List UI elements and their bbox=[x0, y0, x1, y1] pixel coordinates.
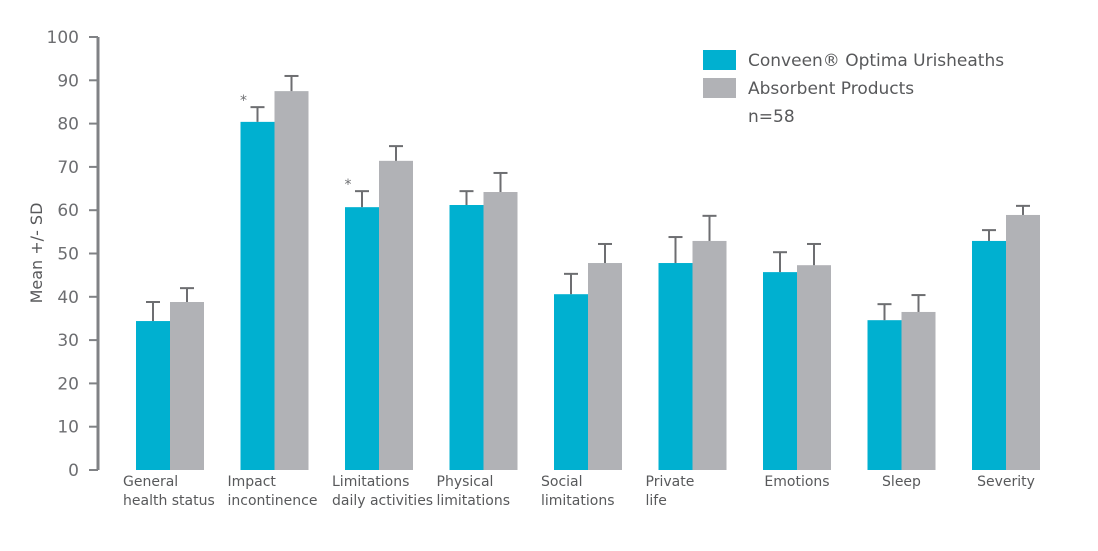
y-tick-label: 0 bbox=[68, 461, 79, 481]
x-category-label: General bbox=[123, 474, 178, 490]
bar-absorbent bbox=[274, 91, 309, 470]
bar-conveen bbox=[345, 207, 379, 470]
bar-conveen bbox=[972, 240, 1006, 470]
y-tick-label: 10 bbox=[57, 418, 79, 438]
bar-absorbent bbox=[588, 263, 622, 470]
x-category-label: Emotions bbox=[764, 474, 829, 490]
legend-swatch-absorbent bbox=[703, 78, 736, 98]
bar-absorbent bbox=[901, 311, 936, 470]
x-category-label: Limitations bbox=[332, 474, 409, 490]
bar-conveen bbox=[240, 121, 275, 471]
legend: Conveen® Optima Urisheaths Absorbent Pro… bbox=[703, 50, 1004, 127]
x-category-label: health status bbox=[123, 493, 215, 509]
x-category-label: Sleep bbox=[882, 474, 921, 490]
bar-conveen bbox=[867, 320, 902, 470]
bar-absorbent bbox=[692, 240, 727, 470]
y-tick-label: 50 bbox=[57, 245, 79, 265]
x-category-label: Severity bbox=[977, 474, 1035, 490]
legend-label-absorbent: Absorbent Products bbox=[748, 79, 914, 99]
y-tick-label: 100 bbox=[47, 28, 79, 48]
y-tick-label: 40 bbox=[57, 288, 79, 308]
bar-absorbent bbox=[1006, 214, 1040, 470]
bars: ** bbox=[136, 74, 1040, 471]
x-category-label: Physical bbox=[437, 474, 494, 490]
significance-marker: * bbox=[240, 93, 247, 109]
bar-conveen bbox=[136, 321, 170, 470]
y-tick-label: 30 bbox=[57, 331, 79, 351]
bar-conveen bbox=[449, 205, 484, 470]
bar-conveen bbox=[763, 272, 797, 470]
legend-sample-size: n=58 bbox=[748, 107, 795, 127]
legend-swatch-conveen bbox=[703, 50, 736, 70]
y-tick-label: 20 bbox=[57, 374, 79, 394]
category-labels: General health status Impact incontinence Li… bbox=[123, 474, 1035, 509]
y-tick-label: 90 bbox=[57, 71, 79, 91]
bar-conveen bbox=[554, 294, 588, 470]
x-category-label: Impact bbox=[228, 474, 277, 490]
bar-absorbent bbox=[170, 301, 204, 470]
x-category-label: daily activities bbox=[332, 493, 433, 509]
y-tick-label: 60 bbox=[57, 201, 79, 221]
y-tick-label: 80 bbox=[57, 115, 79, 135]
x-category-label: life bbox=[646, 493, 667, 509]
y-axis: 0 10 20 30 40 50 60 70 80 90 100 bbox=[47, 28, 100, 481]
x-category-label: limitations bbox=[541, 493, 615, 509]
bar-absorbent bbox=[483, 192, 518, 470]
bar-conveen bbox=[658, 263, 693, 470]
significance-marker: * bbox=[345, 177, 352, 193]
x-category-label: Social bbox=[541, 474, 583, 490]
y-axis-title: Mean +/- SD bbox=[27, 203, 46, 304]
y-tick-label: 70 bbox=[57, 158, 79, 178]
x-category-label: limitations bbox=[437, 493, 511, 509]
x-category-label: Private bbox=[646, 474, 695, 490]
x-category-label: incontinence bbox=[228, 493, 318, 509]
bar-absorbent bbox=[379, 160, 413, 470]
bar-absorbent bbox=[797, 265, 831, 470]
legend-label-conveen: Conveen® Optima Urisheaths bbox=[748, 51, 1004, 71]
